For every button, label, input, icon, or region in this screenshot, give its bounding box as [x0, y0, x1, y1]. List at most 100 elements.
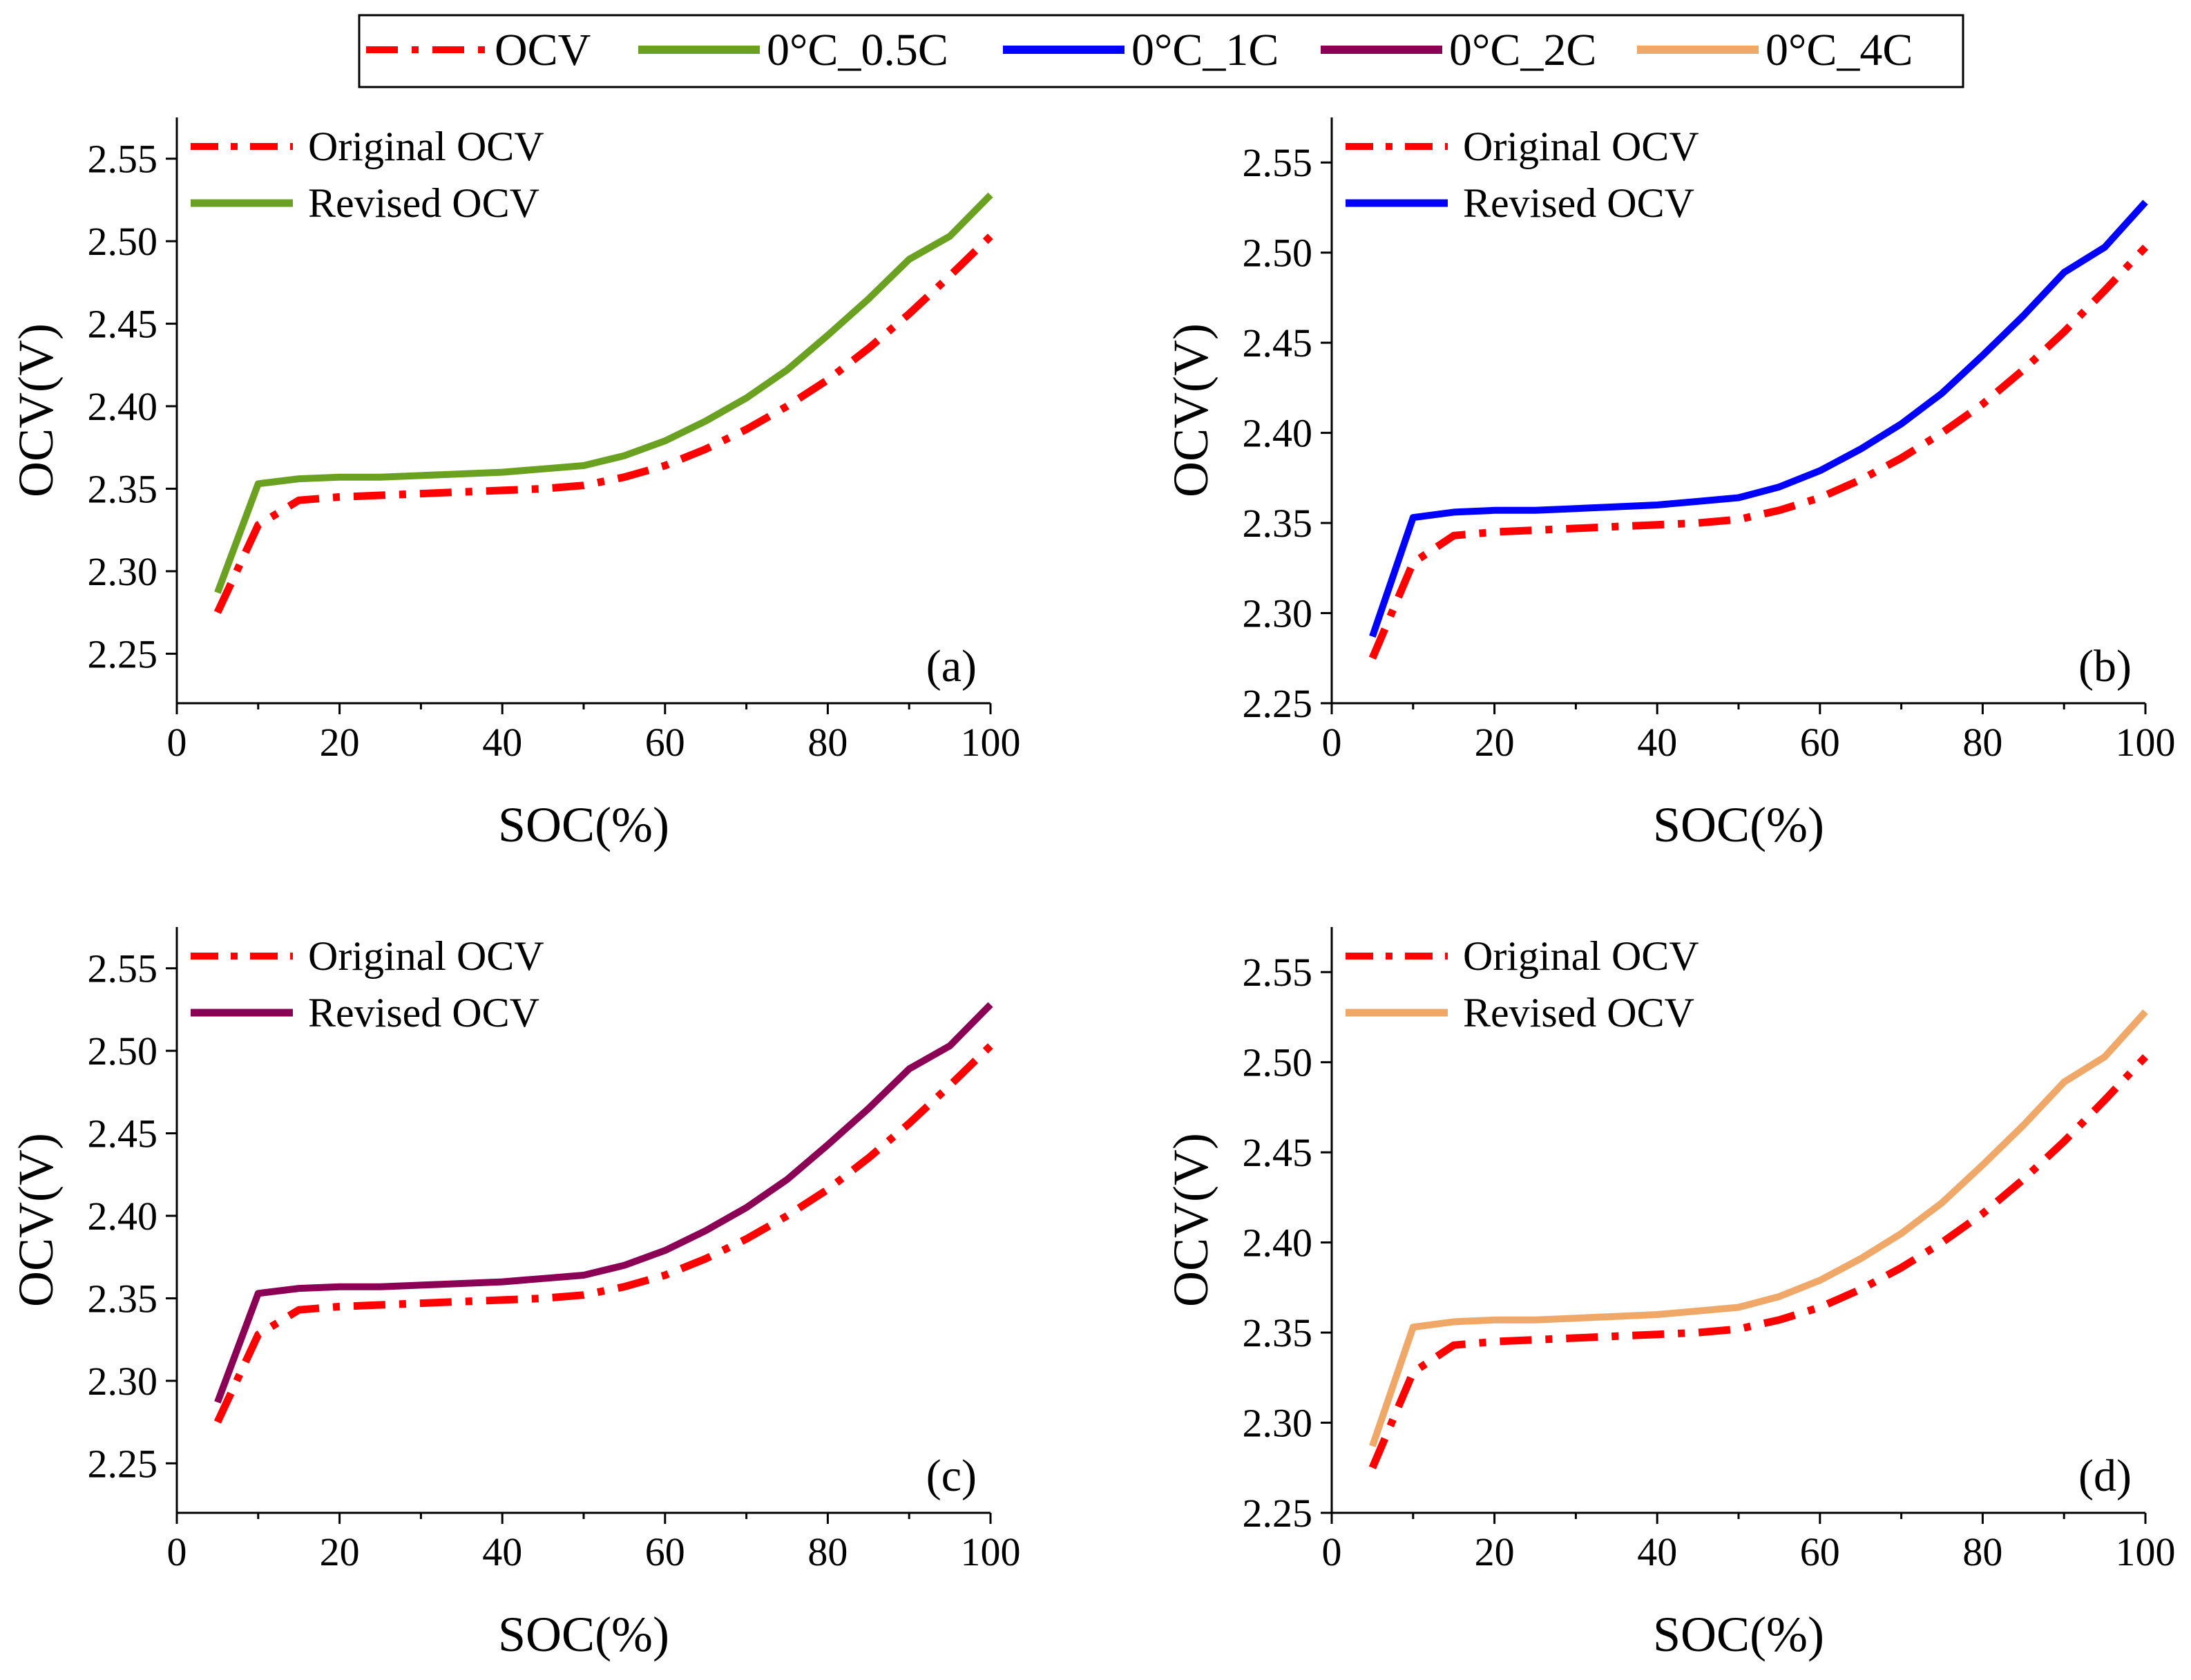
y-tick-label: 2.30 [88, 549, 158, 594]
series-c2 [214, 1002, 993, 1404]
top-legend-label: OCV [495, 25, 591, 75]
y-tick-label: 2.50 [1243, 1040, 1313, 1085]
top-legend-item: OCV [366, 25, 591, 75]
y-axis-label: OCV(V) [1163, 323, 1218, 497]
x-tick-label: 20 [320, 1529, 360, 1574]
series-line [213, 1043, 993, 1424]
y-axis-label: OCV(V) [8, 323, 64, 497]
x-tick-label: 0 [1322, 1529, 1342, 1574]
x-tick-label: 100 [961, 720, 1021, 765]
top-legend-item: 0°C_4C [1637, 25, 1913, 75]
series-line [1368, 1054, 2149, 1469]
x-tick-label: 40 [1637, 1529, 1677, 1574]
series-ocv [213, 1043, 993, 1424]
y-tick-label: 2.40 [88, 1194, 158, 1239]
x-tick-label: 0 [1322, 720, 1342, 765]
panel-legend-label: Original OCV [308, 933, 544, 979]
series-c1 [1369, 200, 2148, 638]
panel-legend-label: Revised OCV [308, 180, 539, 226]
y-tick-label: 2.40 [88, 384, 158, 429]
x-tick-label: 80 [1962, 720, 2002, 765]
top-legend-label: 0°C_2C [1449, 25, 1596, 75]
series-c4 [1369, 1009, 2148, 1448]
y-tick-label: 2.45 [1243, 1130, 1313, 1175]
y-tick-label: 2.45 [1243, 321, 1313, 365]
y-tick-label: 2.40 [1243, 411, 1313, 456]
panel-legend: Original OCV Revised OCV [1346, 124, 1699, 226]
x-tick-label: 40 [482, 1529, 522, 1574]
y-tick-label: 2.55 [1243, 950, 1313, 995]
y-tick-label: 2.40 [1243, 1221, 1313, 1266]
x-tick-label: 20 [320, 720, 360, 765]
y-tick-label: 2.55 [88, 137, 158, 182]
panel-legend-label: Original OCV [1463, 933, 1699, 979]
panel-legend-label: Revised OCV [1463, 990, 1694, 1035]
panel-legend-label: Original OCV [308, 124, 544, 169]
panel: 0 20 40 60 80 100 2.25 2.30 2.35 2.40 2.45 2.50 2.55… [8, 927, 1021, 1662]
x-tick-label: 60 [645, 1529, 685, 1574]
panel-letter: (b) [2078, 641, 2132, 691]
x-tick-label: 40 [1637, 720, 1677, 765]
series-ocv [1368, 245, 2149, 660]
x-tick-label: 80 [1962, 1529, 2002, 1574]
x-axis-label: SOC(%) [1653, 797, 1824, 852]
panel-legend-label: Revised OCV [308, 990, 539, 1035]
panel-letter: (d) [2078, 1451, 2132, 1501]
x-tick-label: 60 [1800, 1529, 1840, 1574]
top-legend: OCV 0°C_0.5C 0°C_1C 0°C_2C 0°C_4C [358, 14, 1964, 88]
panel-legend: Original OCV Revised OCV [1346, 933, 1699, 1035]
y-tick-label: 2.45 [88, 1111, 158, 1156]
y-tick-label: 2.35 [88, 1276, 158, 1321]
panel-legend-label: Revised OCV [1463, 180, 1694, 226]
series-line [213, 233, 993, 614]
series-line [214, 192, 993, 594]
x-tick-label: 80 [807, 1529, 848, 1574]
y-tick-label: 2.55 [1243, 140, 1313, 185]
panel: 0 20 40 60 80 100 2.25 2.30 2.35 2.40 2.45 2.50 2.55… [8, 117, 1021, 852]
y-tick-label: 2.25 [1243, 1491, 1313, 1536]
y-tick-label: 2.45 [88, 302, 158, 347]
x-tick-label: 0 [167, 720, 187, 765]
series-line [1369, 200, 2148, 638]
y-tick-label: 2.50 [88, 219, 158, 264]
x-tick-label: 100 [961, 1529, 1021, 1574]
series-line [214, 1002, 993, 1404]
top-legend-label: 0°C_0.5C [767, 25, 948, 75]
x-axis-label: SOC(%) [498, 1607, 669, 1662]
panel-legend: Original OCV Revised OCV [191, 933, 544, 1035]
y-tick-label: 2.30 [88, 1359, 158, 1404]
x-tick-label: 40 [482, 720, 522, 765]
y-tick-label: 2.35 [88, 466, 158, 511]
x-tick-label: 20 [1475, 1529, 1515, 1574]
top-legend-label: 0°C_4C [1766, 25, 1913, 75]
y-tick-label: 2.25 [88, 1441, 158, 1486]
series-c05 [214, 192, 993, 594]
x-tick-label: 80 [807, 720, 848, 765]
panel-letter: (c) [926, 1451, 977, 1501]
series-line [1368, 245, 2149, 660]
x-tick-label: 100 [2116, 720, 2176, 765]
y-tick-label: 2.25 [1243, 681, 1313, 726]
panel-legend-label: Original OCV [1463, 124, 1699, 169]
y-tick-label: 2.50 [88, 1029, 158, 1073]
y-tick-label: 2.30 [1243, 591, 1313, 636]
panel-legend: Original OCV Revised OCV [191, 124, 544, 226]
panel: 0 20 40 60 80 100 2.25 2.30 2.35 2.40 2.45 2.50 2.55… [1163, 117, 2176, 852]
top-legend-item: 0°C_2C [1321, 25, 1596, 75]
y-tick-label: 2.25 [88, 631, 158, 676]
x-tick-label: 100 [2116, 1529, 2176, 1574]
series-ocv [213, 233, 993, 614]
top-legend-item: 0°C_1C [1003, 25, 1279, 75]
series-line [1369, 1009, 2148, 1448]
series-ocv [1368, 1054, 2149, 1469]
y-tick-label: 2.35 [1243, 1310, 1313, 1355]
top-legend-label: 0°C_1C [1131, 25, 1279, 75]
x-tick-label: 60 [645, 720, 685, 765]
x-tick-label: 20 [1475, 720, 1515, 765]
y-axis-label: OCV(V) [8, 1133, 64, 1307]
y-tick-label: 2.55 [88, 946, 158, 991]
x-axis-label: SOC(%) [498, 797, 669, 852]
y-tick-label: 2.30 [1243, 1401, 1313, 1446]
y-tick-label: 2.35 [1243, 501, 1313, 546]
y-tick-label: 2.50 [1243, 231, 1313, 276]
